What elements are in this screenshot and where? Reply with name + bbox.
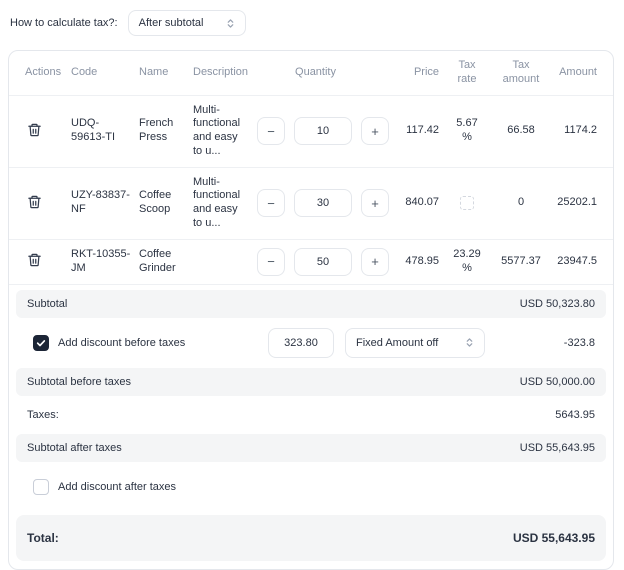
trash-icon — [28, 253, 41, 267]
table-row: RKT-10355-JM Coffee Grinder − + 478.95 2… — [9, 240, 613, 285]
quantity-input[interactable] — [294, 117, 352, 145]
taxes-label: Taxes: — [27, 408, 59, 421]
item-code: RKT-10355-JM — [71, 247, 131, 274]
discount-type-select[interactable]: Fixed Amount off — [345, 327, 485, 358]
table-row: UZY-83837-NF Coffee Scoop Multi-function… — [9, 168, 613, 240]
discount-before-label: Add discount before taxes — [58, 336, 186, 349]
chevron-updown-icon — [466, 338, 473, 347]
item-tax-amount: 0 — [517, 196, 525, 209]
discount-after-checkbox[interactable] — [33, 478, 49, 495]
subtotal-label: Subtotal — [27, 297, 68, 310]
column-header-quantity: Quantity — [295, 65, 336, 78]
item-name: Coffee Grinder — [139, 247, 176, 274]
subtotal-after-taxes-value: USD 55,643.95 — [519, 441, 595, 454]
quantity-stepper: − + — [257, 247, 389, 276]
subtotal-after-taxes-label: Subtotal after taxes — [27, 441, 122, 454]
column-header-amount: Amount — [559, 65, 597, 78]
quantity-increase-button[interactable]: + — [361, 117, 389, 145]
item-name: Coffee Scoop — [139, 189, 172, 215]
item-tax-rate: 23.29 % — [453, 247, 481, 274]
item-price: 840.07 — [405, 196, 439, 209]
chevron-updown-icon — [227, 18, 234, 28]
item-code: UDQ-59613-TI — [71, 117, 116, 143]
column-header-code: Code — [71, 65, 98, 78]
discount-before-taxes-row: Add discount before taxes Fixed Amount o… — [9, 323, 613, 363]
column-header-tax-amount: Tax amount — [502, 59, 540, 85]
delete-row-button[interactable] — [25, 250, 44, 270]
total-value: USD 55,643.95 — [512, 530, 595, 545]
tax-calc-selected-value: After subtotal — [138, 17, 204, 29]
subtotal-value: USD 50,323.80 — [519, 297, 595, 310]
subtotal-row: Subtotal USD 50,323.80 — [16, 289, 606, 318]
item-description — [189, 254, 253, 270]
empty-tax-rate-placeholder — [460, 195, 474, 210]
table-header-row: Actions Code Name Description Quantity P… — [9, 51, 613, 96]
item-tax-amount: 66.58 — [507, 124, 535, 137]
delete-row-button[interactable] — [25, 120, 44, 140]
quantity-stepper: − + — [257, 117, 389, 145]
tax-calc-bar: How to calculate tax?: After subtotal — [8, 6, 616, 38]
item-price: 478.95 — [405, 254, 439, 267]
column-header-name: Name — [139, 65, 169, 78]
discount-type-selected-value: Fixed Amount off — [356, 336, 439, 349]
tax-calc-label: How to calculate tax?: — [10, 17, 118, 29]
quantity-input[interactable] — [294, 247, 352, 276]
item-tax-amount: 5577.37 — [501, 254, 541, 267]
item-amount: 25202.1 — [557, 196, 597, 209]
column-header-tax-rate: Tax rate — [457, 59, 477, 85]
discount-before-value: -323.8 — [563, 336, 595, 349]
tax-calc-select[interactable]: After subtotal — [127, 10, 246, 36]
item-code: UZY-83837-NF — [71, 189, 130, 215]
item-price: 117.42 — [406, 124, 439, 137]
quantity-increase-button[interactable]: + — [361, 189, 389, 217]
item-tax-rate: 5.67 % — [456, 117, 478, 143]
item-amount: 1174.2 — [564, 124, 597, 137]
discount-after-taxes-row: Add discount after taxes — [9, 467, 613, 507]
column-header-actions: Actions — [25, 65, 62, 78]
discount-amount-input[interactable] — [268, 327, 334, 358]
quantity-decrease-button[interactable]: − — [257, 247, 285, 276]
subtotal-before-taxes-label: Subtotal before taxes — [27, 375, 131, 388]
total-row: Total: USD 55,643.95 — [16, 514, 606, 561]
quantity-input[interactable] — [294, 189, 352, 217]
total-label: Total: — [27, 530, 59, 545]
trash-icon — [28, 195, 41, 208]
item-amount: 23947.5 — [557, 254, 597, 267]
discount-before-checkbox[interactable] — [33, 334, 49, 351]
check-icon — [36, 339, 46, 346]
subtotal-before-taxes-value: USD 50,000.00 — [519, 375, 595, 388]
column-header-description: Description — [193, 65, 249, 78]
item-description: Multi-functional and easy to u... — [193, 103, 241, 157]
subtotal-before-taxes-row: Subtotal before taxes USD 50,000.00 — [16, 367, 606, 396]
trash-icon — [28, 123, 41, 136]
taxes-row: Taxes: 5643.95 — [9, 401, 613, 429]
quantity-decrease-button[interactable]: − — [257, 189, 285, 217]
quantity-stepper: − + — [257, 189, 389, 217]
line-items-table: Actions Code Name Description Quantity P… — [8, 50, 614, 570]
discount-after-label: Add discount after taxes — [58, 480, 177, 493]
taxes-value: 5643.95 — [555, 408, 595, 421]
delete-row-button[interactable] — [25, 192, 44, 212]
quantity-decrease-button[interactable]: − — [257, 117, 285, 145]
table-row: UDQ-59613-TI French Press Multi-function… — [9, 96, 613, 168]
item-name: French Press — [139, 117, 174, 143]
quantity-increase-button[interactable]: + — [361, 247, 389, 276]
subtotal-after-taxes-row: Subtotal after taxes USD 55,643.95 — [16, 433, 606, 462]
item-description: Multi-functional and easy to u... — [193, 175, 241, 229]
item-tax-rate — [443, 188, 491, 219]
column-header-price: Price — [413, 65, 439, 78]
